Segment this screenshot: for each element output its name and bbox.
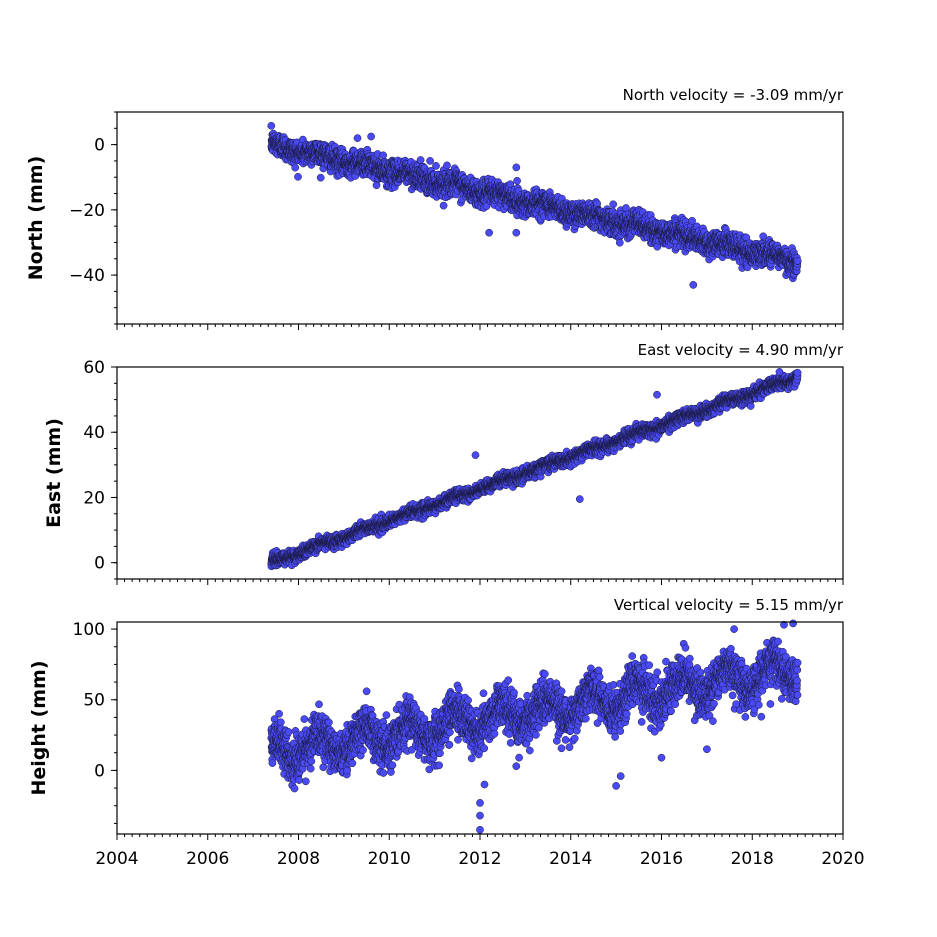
north-point [512,228,521,237]
north-point [513,176,521,185]
east-panel: East velocity = 4.90 mm/yr East (mm) 020… [43,341,844,585]
north-point [353,134,362,142]
north-point [416,156,425,164]
north-point [426,157,434,165]
north-plot-frame [116,111,844,325]
north-ytick-label: 0 [94,136,105,156]
east-y-axis-label: East (mm) [43,418,65,528]
north-point [432,162,440,170]
north-x-ticks [116,324,844,330]
north-y-ticks: 0 −20 −40 [69,111,117,325]
north-velocity-title: North velocity = -3.09 mm/yr [623,86,844,104]
north-point [615,238,624,247]
north-point [593,199,601,208]
north-point [294,172,302,181]
north-panel: North velocity = -3.09 mm/yr North (mm) … [25,86,844,330]
north-point [485,228,493,237]
north-point [512,163,521,172]
north-point [379,151,388,160]
north-y-axis-label: North (mm) [25,156,47,281]
north-point [793,257,802,265]
north-point [609,200,618,209]
north-point [443,161,451,170]
north-ytick-label: −40 [69,266,105,286]
north-point [439,201,448,210]
north-point [291,163,300,172]
east-velocity-title: East velocity = 4.90 mm/yr [638,341,844,359]
east-points [267,368,802,571]
north-points [267,121,802,289]
north-point [367,132,375,141]
north-point [316,173,325,182]
north-ytick-label: −20 [69,201,105,221]
north-point [267,121,276,130]
north-point [689,281,698,289]
